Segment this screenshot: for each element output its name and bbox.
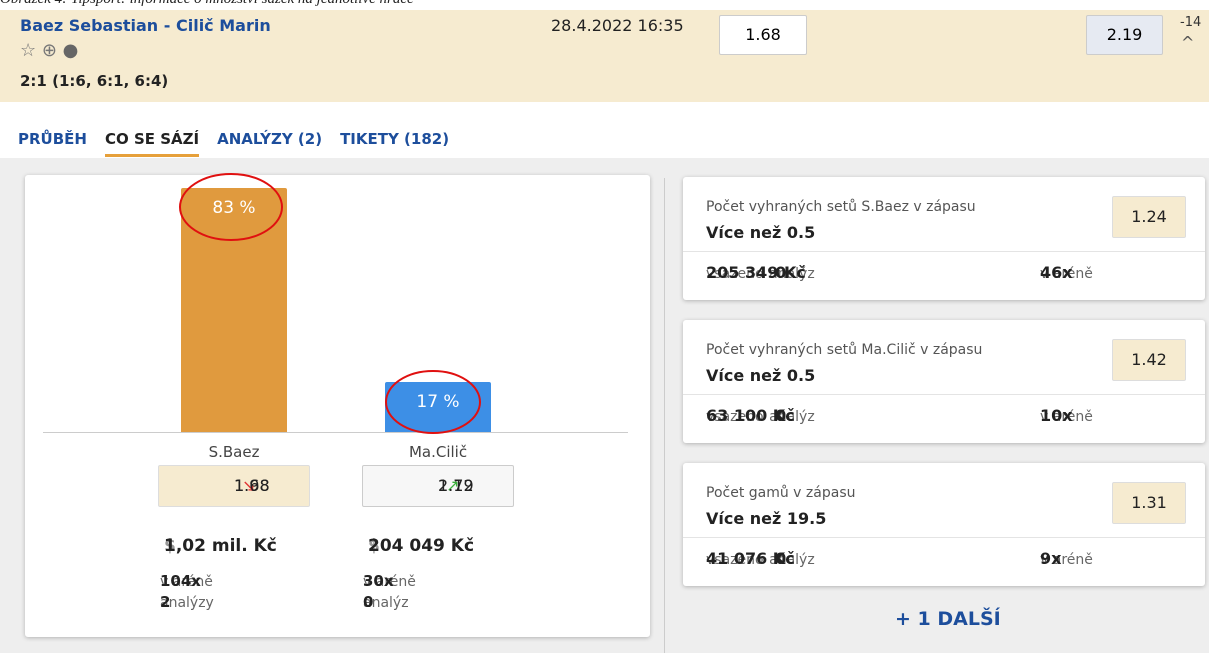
bet-arena: 9x v aréně [1040,549,1093,568]
more-bets[interactable]: + 1 DALŠÍ [895,608,1001,630]
staked: vsazeno [706,409,764,425]
arena-count: 104x [160,572,201,590]
analyses-count: 0 [363,593,374,611]
analyses-text: analýz [769,266,815,282]
coin-icon: $ [164,536,176,556]
category-label: S.Baez [208,443,260,461]
bar [385,382,491,432]
odds-from: 1.72 [438,476,474,495]
bet-title: Počet vyhraných setů S.Baez v zápasu [706,199,976,215]
bet-arena: 10x v aréně [1040,406,1093,425]
arena: 30x v aréně [363,572,416,590]
icons[interactable]: ☆ ⊕ ● [20,40,79,61]
analyses-count: 2 [160,593,171,611]
analyses: 2 analýzy [160,593,214,611]
bet-stats: 63 100 Kč vsazeno 0 analýz [706,406,815,425]
arena-count: 10x [1040,406,1073,425]
bet-odds[interactable]: 1.31 [1112,482,1186,524]
bet-odds[interactable]: 1.24 [1112,196,1186,238]
tab[interactable]: PRŮBĚH [18,130,87,148]
odds-change[interactable]: 1.98 ↘ 1.68 [158,465,310,507]
arena-text: v aréně [160,574,213,590]
analyses-text: analýz [363,595,409,611]
match-name[interactable]: Baez Sebastian - Cilič Marin [20,16,271,35]
chart-card [25,175,650,637]
bet-amount: 205 349 Kč [706,263,806,282]
analyses-count: 0 [775,549,787,568]
odds-button[interactable]: 1.68 [719,15,807,55]
bet-stats: 41 076 Kč vsazeno 0 analýz [706,549,815,568]
bet-title: Počet gamů v zápasu [706,485,856,501]
match-header [0,10,1209,102]
odds-to: 2.19 [438,476,474,495]
arena-count: 30x [363,572,394,590]
analyses: 0 analýz [363,593,409,611]
arena-count: 46x [1040,263,1073,282]
separator [683,537,1205,538]
arena-text: v aréně [1040,552,1093,568]
bar-label: 17 % [416,392,460,413]
datetime: 28.4.2022 16:35 [551,16,684,35]
odds-change[interactable]: 1.72 ↗ 2.19 [362,465,514,507]
separator [683,394,1205,395]
coin-icon: $ [368,536,380,556]
odds-from: 1.98 [234,476,270,495]
arena-count: 9x [1040,549,1062,568]
tabs: PRŮBĚH CO SE SÁZÍ ANALÝZY (2) TIKETY (182) [18,130,467,157]
category-label: Ma.Cilič [408,443,468,461]
bet-amount: 63 100 Kč [706,406,795,425]
baseline [43,432,628,433]
analyses-text: analýz [769,552,815,568]
tab[interactable]: TIKETY (182) [340,130,450,148]
tab[interactable]: ANALÝZY (2) [217,130,323,148]
bet-title: Počet vyhraných setů Ma.Cilič v zápasu [706,342,983,358]
amount-text: 204 049 Kč [368,536,475,556]
analyses-count: 0 [775,406,787,425]
arena-text: v aréně [363,574,416,590]
trend-arrow: ↘ [242,476,256,495]
bet-pick: Více než 0.5 [706,223,816,242]
bet-stats: 205 349 Kč vsazeno 0 analýz [706,263,815,282]
staked: vsazeno [706,266,764,282]
divider [664,178,665,653]
analyses-text: analýz [769,409,815,425]
bar-label: 83 % [212,197,256,218]
odds-button[interactable]: 2.19 [1086,15,1163,55]
more-count[interactable]: -14 [1180,15,1202,30]
bet-odds[interactable]: 1.42 [1112,339,1186,381]
bet-amount: 41 076 Kč [706,549,795,568]
staked: vsazeno [706,552,764,568]
tab[interactable]: CO SE SÁZÍ [104,130,200,157]
odds-to: 1.68 [234,476,270,495]
separator [683,251,1205,252]
collapse-icon[interactable]: ^ [1181,33,1195,52]
analyses-count: 0 [775,263,787,282]
bet-pick: Více než 19.5 [706,509,827,528]
arena: 104x v aréně [160,572,213,590]
analyses-text: analýzy [160,595,214,611]
arena-text: v aréně [1040,409,1093,425]
highlight-circle [385,370,481,434]
amount-text: 1,02 mil. Kč [164,536,277,556]
highlight-circle [179,173,283,241]
bet-pick: Více než 0.5 [706,366,816,385]
trend-arrow: ↗ [446,476,460,495]
arena-text: v aréně [1040,266,1093,282]
caption: Obrázek 4: Tipsport: informace o množstv… [0,0,414,8]
score: 2:1 (1:6, 6:1, 6:4) [20,72,169,90]
bet-arena: 46x v aréně [1040,263,1093,282]
